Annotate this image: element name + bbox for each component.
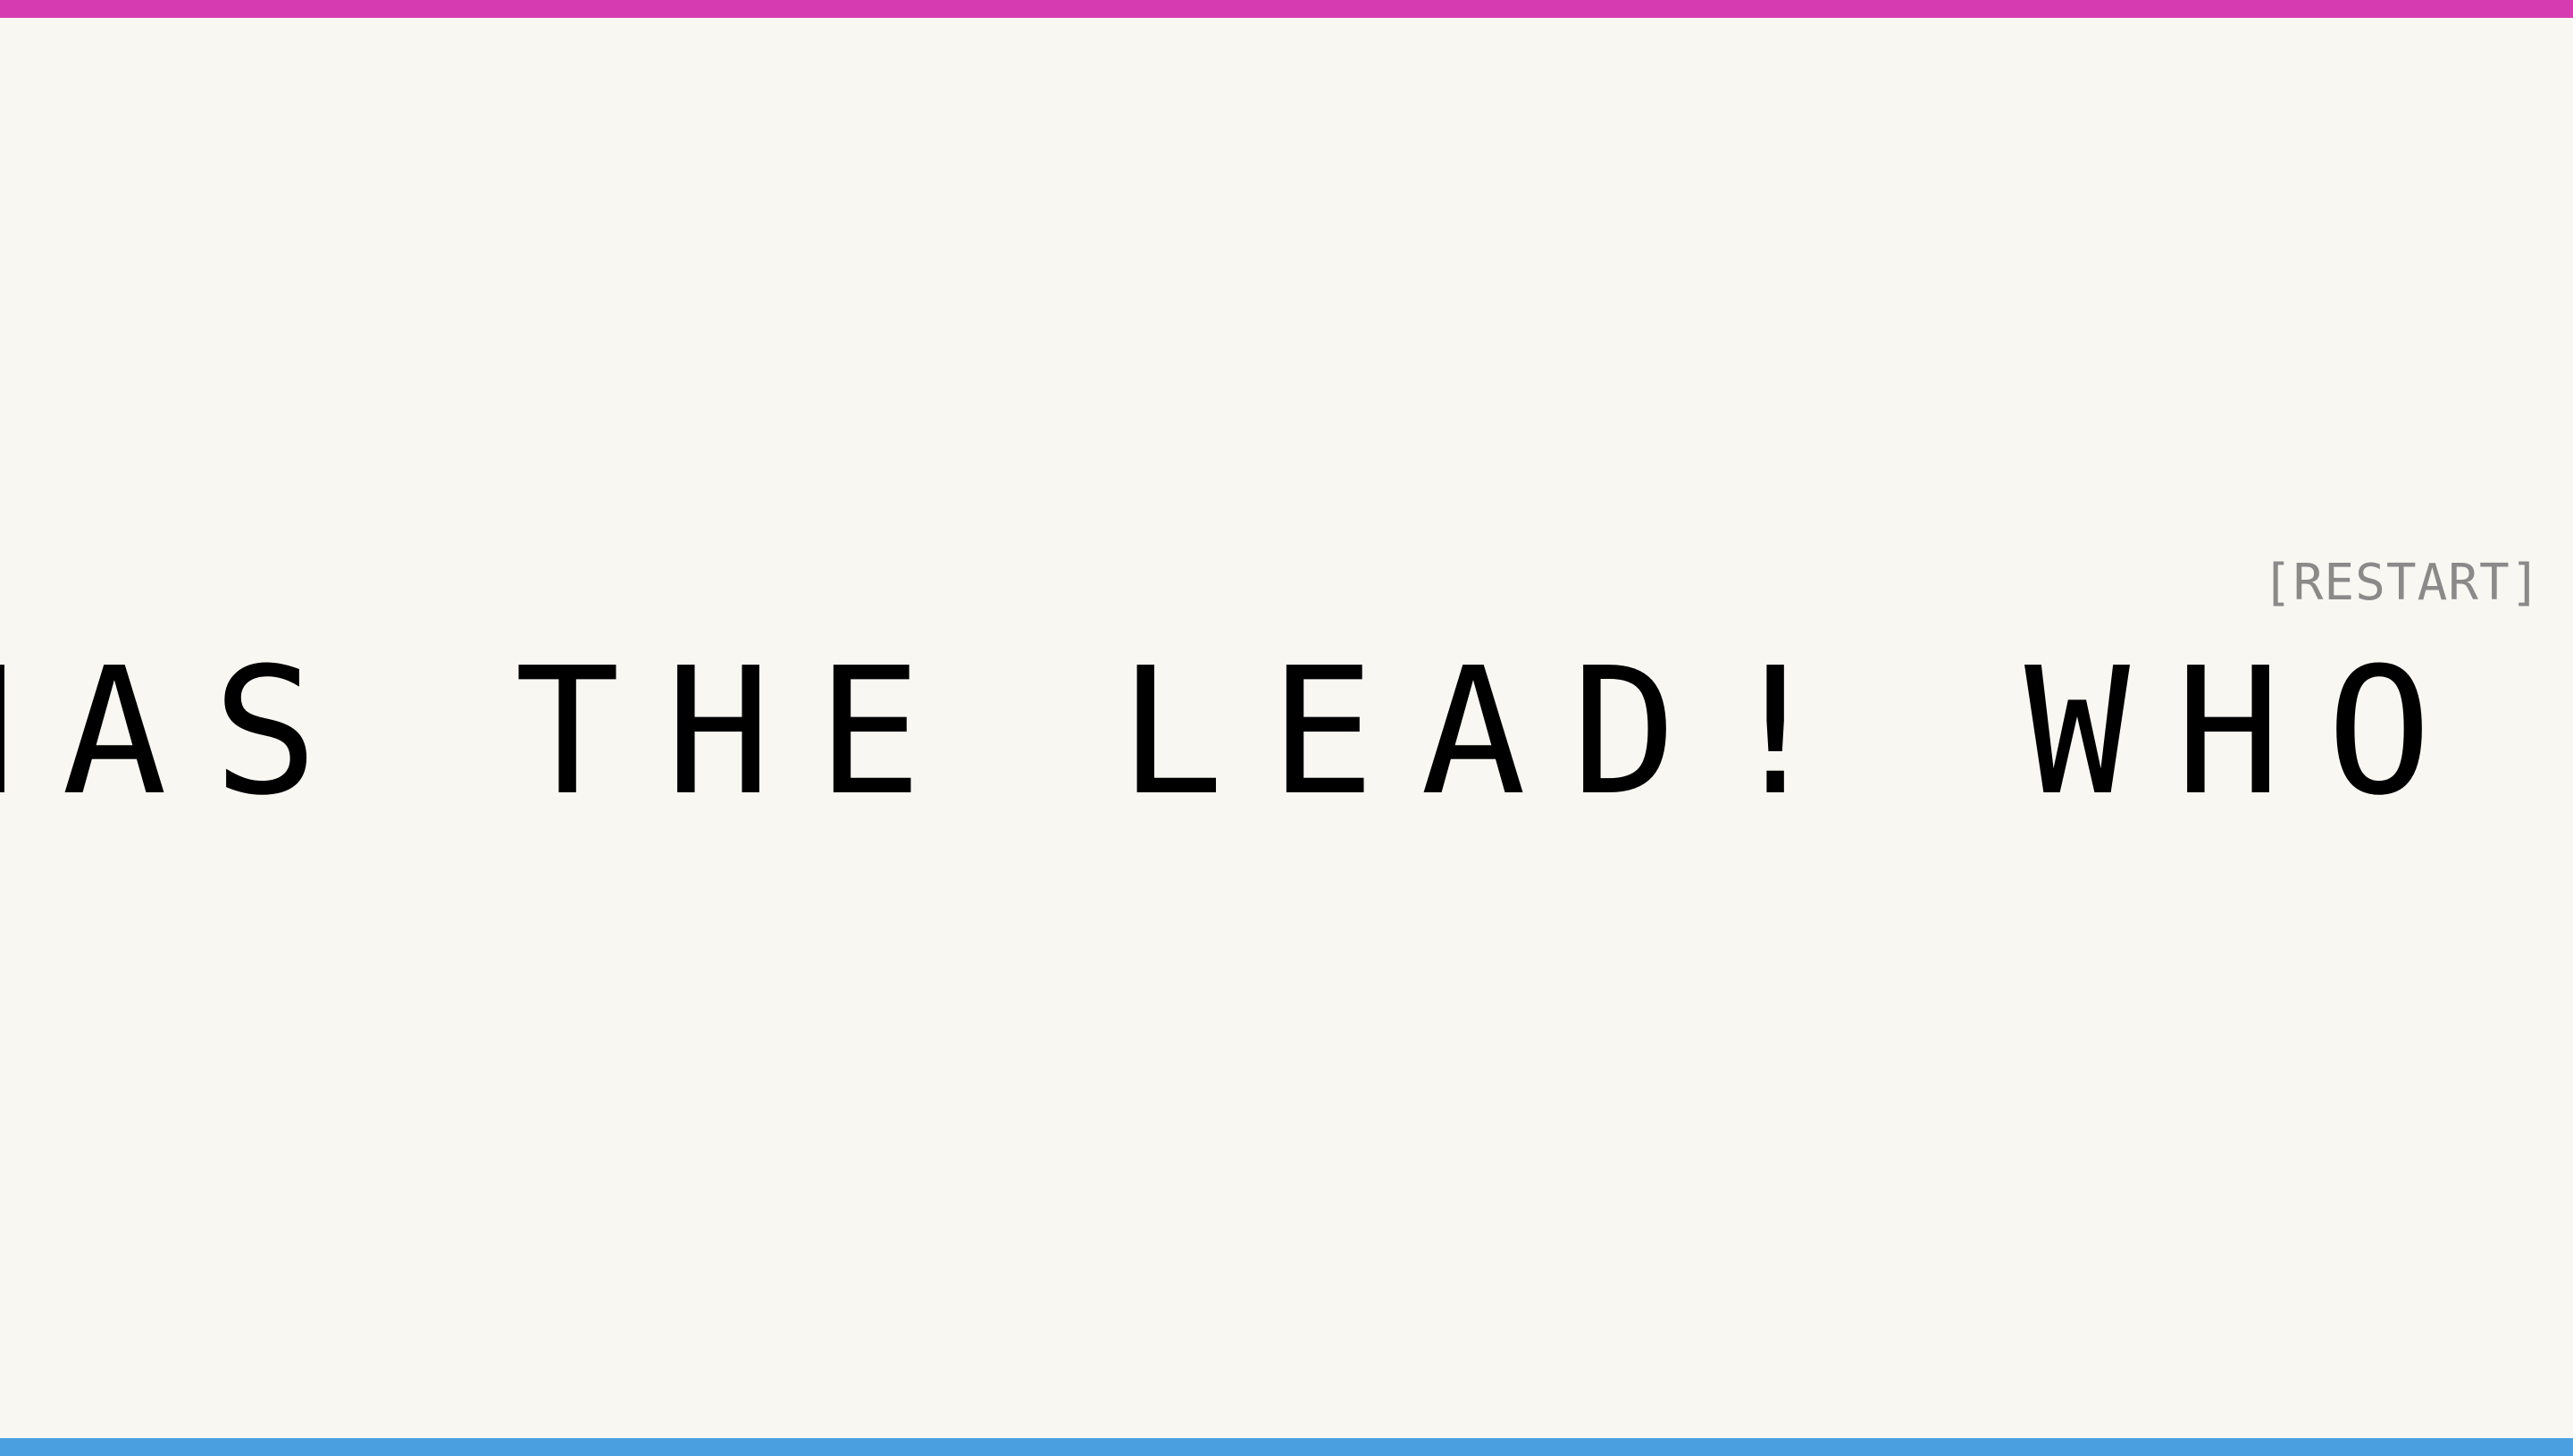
player-color-bar-bottom: [0, 1438, 2573, 1456]
scrolling-message-area: HAS THE LEAD! WHO WILL: [0, 643, 2573, 822]
player-color-bar-top: [0, 0, 2573, 18]
restart-button[interactable]: [RESTART]: [2262, 554, 2542, 612]
scrolling-message-text: HAS THE LEAD! WHO WILL: [0, 643, 2573, 822]
